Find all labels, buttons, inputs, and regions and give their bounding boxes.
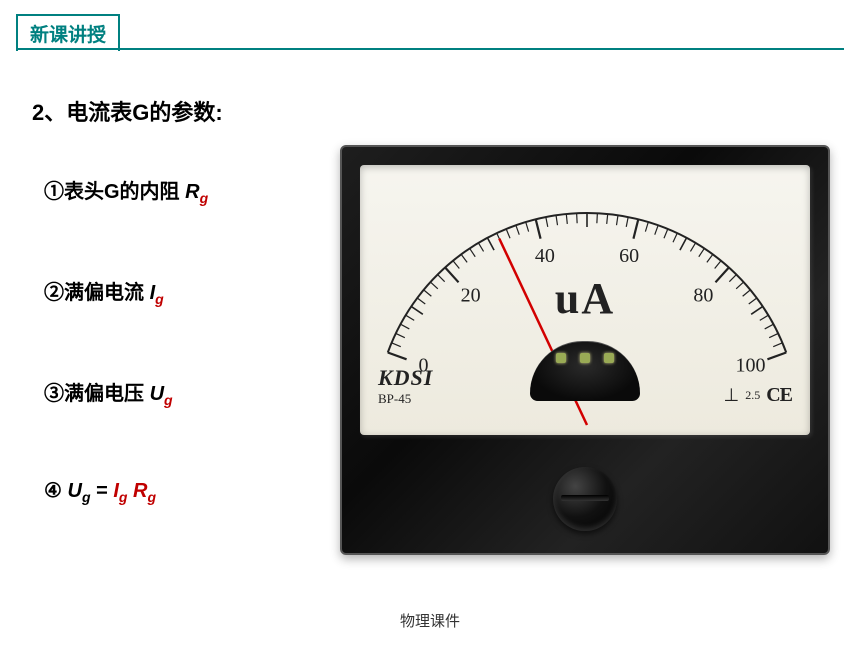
- eq-equals: =: [96, 480, 113, 502]
- param-4-num: ④: [44, 480, 62, 502]
- param-4-equation: ④ Ug = Ig Rg: [44, 478, 304, 505]
- param-2: ②满偏电流 Ig: [44, 276, 304, 307]
- meter-face: 020406080100 uA KDSI BP-45 ⊥2.5 CE: [360, 165, 810, 435]
- eq-U-sub: g: [82, 489, 91, 505]
- eq-R: R: [133, 480, 147, 502]
- footer-text: 物理课件: [400, 610, 460, 631]
- meter-brand-row: KDSI BP-45 ⊥ 2.5 CE: [378, 365, 792, 407]
- param-3: ③满偏电压 Ug: [44, 377, 304, 408]
- ce-mark-icon: CE: [766, 384, 792, 407]
- section-title: 2、电流表G的参数:: [32, 95, 223, 127]
- jewel-3: [604, 353, 614, 363]
- ammeter: 020406080100 uA KDSI BP-45 ⊥2.5 CE: [340, 145, 830, 555]
- param-3-text: ③满偏电压: [44, 383, 150, 405]
- meter-brand-right: ⊥ 2.5 CE: [724, 384, 792, 407]
- param-3-symbol: U: [150, 383, 164, 405]
- meter-jewels: [556, 353, 614, 363]
- param-1-symbol: R: [185, 181, 199, 203]
- meter-class-value: 2.5: [745, 388, 760, 403]
- param-2-text: ②满偏电流: [44, 282, 150, 304]
- svg-text:60: 60: [619, 245, 639, 267]
- meter-brand-left: KDSI BP-45: [378, 365, 433, 407]
- svg-text:40: 40: [535, 245, 555, 267]
- params-column: ①表头G的内阻 Rg ②满偏电流 Ig ③满偏电压 Ug ④ Ug = Ig R…: [44, 175, 304, 575]
- meter-model: BP-45: [378, 391, 433, 407]
- header-underline: [16, 48, 844, 50]
- meter-class-prefix: ⊥: [724, 385, 740, 406]
- param-1-text: ①表头G的内阻: [44, 181, 185, 203]
- svg-text:80: 80: [693, 285, 713, 307]
- meter-brand-logo: KDSI: [378, 365, 433, 391]
- header-bar: 新课讲授: [16, 14, 844, 50]
- eq-I-sub: g: [119, 489, 128, 505]
- meter-adjust-knob[interactable]: [553, 467, 617, 531]
- eq-R-sub: g: [147, 489, 156, 505]
- jewel-2: [580, 353, 590, 363]
- jewel-1: [556, 353, 566, 363]
- param-1-subscript: g: [200, 190, 209, 206]
- header-tab: 新课讲授: [16, 14, 120, 51]
- meter-unit: uA: [555, 273, 615, 324]
- svg-text:20: 20: [461, 285, 481, 307]
- param-3-subscript: g: [164, 392, 173, 408]
- param-1: ①表头G的内阻 Rg: [44, 175, 304, 206]
- eq-U: U: [68, 480, 82, 502]
- param-2-subscript: g: [155, 291, 164, 307]
